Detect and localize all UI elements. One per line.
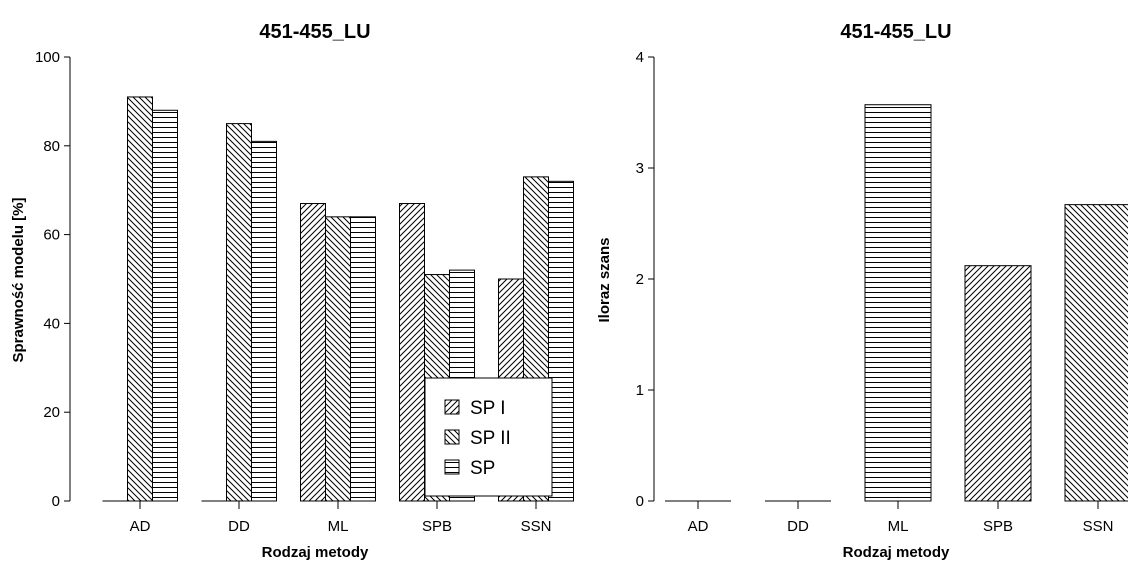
left-y-tick-label: 20 — [43, 404, 60, 421]
left-x-tick-label: AD — [130, 518, 151, 535]
left-bar — [152, 109, 178, 502]
right-x-tick-label: SPB — [983, 518, 1013, 535]
right-chart-title: 451-455_LU — [840, 21, 951, 43]
left-x-tick-label: ML — [328, 518, 349, 535]
right-x-tick-label: SSN — [1083, 518, 1114, 535]
left-x-tick-label: DD — [228, 518, 250, 535]
left-bar — [325, 216, 351, 502]
left-bar — [226, 123, 252, 502]
right-y-tick-label: 1 — [636, 382, 644, 399]
left-y-tick-label: 40 — [43, 315, 60, 332]
left-bar — [300, 203, 326, 502]
left-chart-plot: 0 20 40 60 80 100 AD DD ML SPB SSN SP I SP II SP — [35, 49, 574, 535]
left-chart-xlabel: Rodzaj metody — [262, 544, 369, 561]
left-chart-title: 451-455_LU — [259, 21, 370, 43]
left-y-tick-label: 80 — [43, 138, 60, 155]
left-y-tick-label: 100 — [35, 49, 60, 66]
left-bar — [251, 140, 277, 502]
left-bar — [399, 203, 425, 502]
right-chart-xlabel: Rodzaj metody — [843, 544, 950, 561]
right-y-tick-label: 4 — [636, 49, 644, 66]
legend-swatch — [444, 429, 460, 445]
right-y-tick-label: 2 — [636, 271, 644, 288]
right-chart-plot: 0 1 2 3 4 AD DD ML SPB SSN — [636, 49, 1128, 535]
right-y-tick-label: 0 — [636, 493, 644, 510]
legend-swatch — [444, 399, 460, 415]
left-y-tick-label: 60 — [43, 227, 60, 244]
left-x-tick-label: SPB — [422, 518, 452, 535]
left-y-tick-label: 0 — [52, 493, 60, 510]
right-x-tick-label: AD — [688, 518, 709, 535]
right-chart-ylabel: Iloraz szans — [596, 237, 613, 322]
left-bar — [350, 216, 376, 502]
right-bar — [964, 265, 1032, 502]
left-chart-ylabel: Sprawność modelu [%] — [10, 197, 27, 362]
left-x-tick-label: SSN — [521, 518, 552, 535]
legend-label: SP I — [470, 398, 506, 419]
right-y-tick-label: 3 — [636, 160, 644, 177]
legend-label: SP — [470, 458, 495, 479]
left-legend: SP I SP II SP — [424, 377, 553, 497]
right-bar — [1064, 204, 1128, 502]
left-bar — [127, 96, 153, 502]
right-x-tick-label: DD — [787, 518, 809, 535]
right-bar — [864, 104, 932, 502]
right-x-tick-label: ML — [888, 518, 909, 535]
left-bar — [548, 180, 574, 502]
legend-swatch — [444, 459, 460, 475]
legend-label: SP II — [470, 428, 511, 449]
